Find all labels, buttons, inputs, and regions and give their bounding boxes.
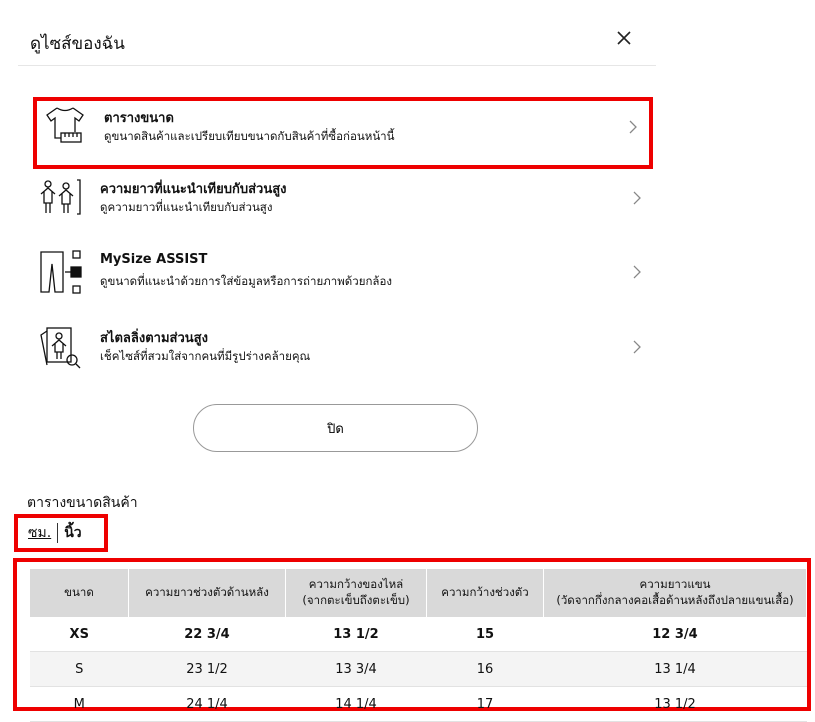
menu-item-recommended-length[interactable]: ความยาวที่แนะนำเทียบกับส่วนสูง ดูความยาว… [33, 172, 653, 244]
table-cell: S [30, 651, 129, 687]
menu-item-size-chart[interactable]: ตารางขนาด ดูขนาดสินค้าและเปรียบเทียบขนาด… [33, 97, 653, 169]
table-cell: 24 1/4 [128, 686, 286, 722]
table-cell: 15 [426, 617, 544, 652]
menu-item-subtitle: ดูขนาดที่แนะนำด้วยการใส่ข้อมูลหรือการถ่า… [100, 274, 392, 288]
table-row: M 24 1/4 14 1/4 17 13 1/2 [30, 686, 807, 722]
table-cell: 13 1/4 [543, 651, 807, 687]
dialog-title: ดูไซส์ของฉัน [30, 34, 125, 54]
close-button[interactable]: ปิด [193, 404, 478, 452]
table-cell: 13 1/2 [285, 617, 427, 652]
menu-item-mysize-assist[interactable]: MySize ASSIST ดูขนาดที่แนะนำด้วยการใส่ข้… [33, 246, 653, 318]
menu-item-subtitle: ดูความยาวที่แนะนำเทียบกับส่วนสูง [100, 200, 273, 214]
table-cell: 13 3/4 [285, 651, 427, 687]
height-people-icon [40, 179, 81, 215]
unit-cm-link[interactable]: ซม. [28, 525, 52, 541]
column-header: ความกว้างของไหล่ (จากตะเข็บถึงตะเข็บ) [285, 569, 427, 617]
menu-item-subtitle: ดูขนาดสินค้าและเปรียบเทียบขนาดกับสินค้าท… [104, 129, 395, 143]
table-cell: 22 3/4 [128, 617, 286, 652]
table-cell: 16 [426, 651, 544, 687]
column-header: ความยาวช่วงตัวด้านหลัง [128, 569, 286, 617]
size-table: ขนาด ความยาวช่วงตัวด้านหลัง ความกว้างของ… [30, 569, 807, 722]
size-table-container: ขนาด ความยาวช่วงตัวด้านหลัง ความกว้างของ… [13, 558, 811, 722]
menu-item-title: สไตลลิ่งตามส่วนสูง [100, 331, 208, 346]
column-header: ความยาวแขน (วัดจากกึ่งกลางคอเสื้อด้านหลั… [543, 569, 807, 617]
column-header: ความกว้างช่วงตัว [426, 569, 544, 617]
table-cell: M [30, 686, 129, 722]
pants-size-icon [40, 250, 82, 294]
menu-item-styling-by-height[interactable]: สไตลลิ่งตามส่วนสูง เช็คไซส์ที่สวมใส่จากค… [33, 321, 653, 393]
menu-item-title: ตารางขนาด [104, 111, 174, 126]
table-row: S 23 1/2 13 3/4 16 13 1/4 [30, 651, 807, 687]
table-cell: XS [30, 617, 129, 652]
table-row: XS 22 3/4 13 1/2 15 12 3/4 [30, 617, 807, 652]
size-table-title: ตารางขนาดสินค้า [27, 495, 138, 511]
photo-search-icon [40, 327, 81, 369]
chevron-right-icon [633, 191, 641, 205]
menu-item-title: ความยาวที่แนะนำเทียบกับส่วนสูง [100, 182, 287, 197]
menu-item-subtitle: เช็คไซส์ที่สวมใส่จากคนที่มีรูปร่างคล้ายค… [100, 349, 311, 363]
column-header: ขนาด [30, 569, 129, 617]
table-cell: 12 3/4 [543, 617, 807, 652]
divider [18, 65, 656, 66]
table-cell: 13 1/2 [543, 686, 807, 722]
table-cell: 14 1/4 [285, 686, 427, 722]
chevron-right-icon [633, 340, 641, 354]
tshirt-ruler-icon [46, 107, 84, 143]
table-cell: 23 1/2 [128, 651, 286, 687]
chevron-right-icon [629, 120, 637, 134]
table-cell: 17 [426, 686, 544, 722]
close-icon[interactable] [612, 26, 636, 50]
unit-inch-link[interactable]: นิ้ว [64, 525, 82, 541]
menu-item-title: MySize ASSIST [100, 252, 208, 267]
chevron-right-icon [633, 265, 641, 279]
unit-separator [57, 523, 59, 543]
unit-toggle: ซม. นิ้ว [14, 514, 108, 552]
